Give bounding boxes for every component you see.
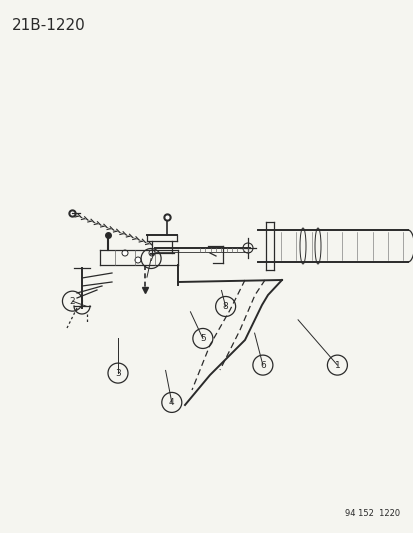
Circle shape xyxy=(149,250,154,256)
Text: 6: 6 xyxy=(259,361,265,369)
Text: 5: 5 xyxy=(199,334,205,343)
Text: 94 152  1220: 94 152 1220 xyxy=(344,509,399,518)
Text: 3: 3 xyxy=(115,369,121,377)
Circle shape xyxy=(122,250,128,256)
Text: 4: 4 xyxy=(169,398,174,407)
Text: 1: 1 xyxy=(334,361,339,369)
Text: 8: 8 xyxy=(222,302,228,311)
Text: 2: 2 xyxy=(69,297,75,305)
Circle shape xyxy=(135,257,141,263)
Text: 7: 7 xyxy=(148,254,154,263)
Text: 21B-1220: 21B-1220 xyxy=(12,18,85,33)
